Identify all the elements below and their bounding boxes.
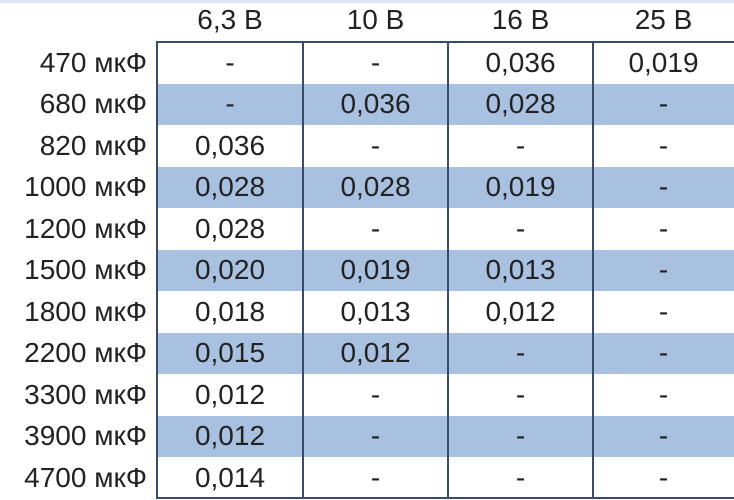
table-cell: 0,036	[340, 88, 411, 120]
column-divider	[447, 42, 449, 499]
table-cell: -	[515, 378, 526, 410]
top-rule	[0, 0, 734, 3]
table-cell: 0,012	[340, 337, 411, 369]
table-cell: -	[658, 212, 669, 244]
table-cell: 0,018	[194, 295, 266, 327]
row-label: 1500 мкФ	[24, 254, 147, 286]
row-label: 2200 мкФ	[24, 337, 147, 369]
table-cell: 0,028	[194, 212, 266, 244]
column-header: 16 В	[491, 4, 550, 35]
table-cell: -	[658, 254, 669, 286]
row-label: 4700 мкФ	[24, 461, 147, 493]
table-cell: 0,020	[194, 254, 266, 286]
column-header: 6,3 В	[197, 4, 263, 35]
table-cell: -	[515, 212, 526, 244]
table-cell: -	[658, 420, 669, 452]
row-stripe	[157, 166, 734, 208]
table-cell: 0,028	[485, 88, 556, 120]
column-divider	[156, 42, 158, 499]
table-cell: 0,012	[194, 378, 266, 410]
column-divider	[592, 42, 594, 499]
row-stripe	[157, 83, 734, 125]
table-cell: 0,019	[628, 46, 699, 78]
row-label: 470 мкФ	[39, 46, 147, 78]
row-label: 1800 мкФ	[24, 295, 147, 327]
column-header: 25 В	[634, 4, 693, 35]
table-cell: -	[370, 378, 381, 410]
table-top-border	[156, 41, 734, 43]
table-cell: 0,013	[485, 254, 556, 286]
table-cell: 0,013	[340, 295, 411, 327]
table-cell: 0,014	[194, 461, 266, 493]
table-bottom-border	[156, 496, 734, 499]
table-cell: 0,012	[194, 420, 266, 452]
table-cell: -	[658, 171, 669, 203]
table-cell: -	[515, 461, 526, 493]
table-cell: -	[370, 46, 381, 78]
table-cell: -	[658, 461, 669, 493]
table-cell: -	[658, 129, 669, 161]
row-label: 680 мкФ	[39, 88, 147, 120]
table-cell: -	[370, 420, 381, 452]
row-label: 3300 мкФ	[24, 378, 147, 410]
table-cell: 0,036	[194, 129, 266, 161]
table-cell: 0,028	[340, 171, 411, 203]
row-label: 820 мкФ	[39, 129, 147, 161]
table-cell: -	[515, 129, 526, 161]
table-cell: 0,036	[485, 46, 556, 78]
table-cell: -	[370, 461, 381, 493]
table-cell: -	[515, 337, 526, 369]
column-header: 10 В	[346, 4, 405, 35]
row-label: 3900 мкФ	[24, 420, 147, 452]
row-stripe	[157, 249, 734, 291]
table-cell: -	[370, 129, 381, 161]
table-cell: 0,019	[340, 254, 411, 286]
table-cell: 0,012	[485, 295, 556, 327]
table-cell: 0,015	[194, 337, 266, 369]
table-cell: -	[658, 337, 669, 369]
row-stripe	[157, 332, 734, 374]
table-cell: -	[225, 46, 235, 78]
table-cell: -	[225, 88, 235, 120]
table-cell: -	[658, 378, 669, 410]
row-label: 1200 мкФ	[24, 212, 147, 244]
table-cell: -	[370, 212, 381, 244]
table-cell: -	[515, 420, 526, 452]
row-label: 1000 мкФ	[24, 171, 147, 203]
table-cell: 0,019	[485, 171, 556, 203]
table-cell: 0,028	[194, 171, 266, 203]
table-cell: -	[658, 295, 669, 327]
row-stripe	[157, 415, 734, 457]
table-cell: -	[658, 88, 669, 120]
column-divider	[302, 42, 304, 499]
